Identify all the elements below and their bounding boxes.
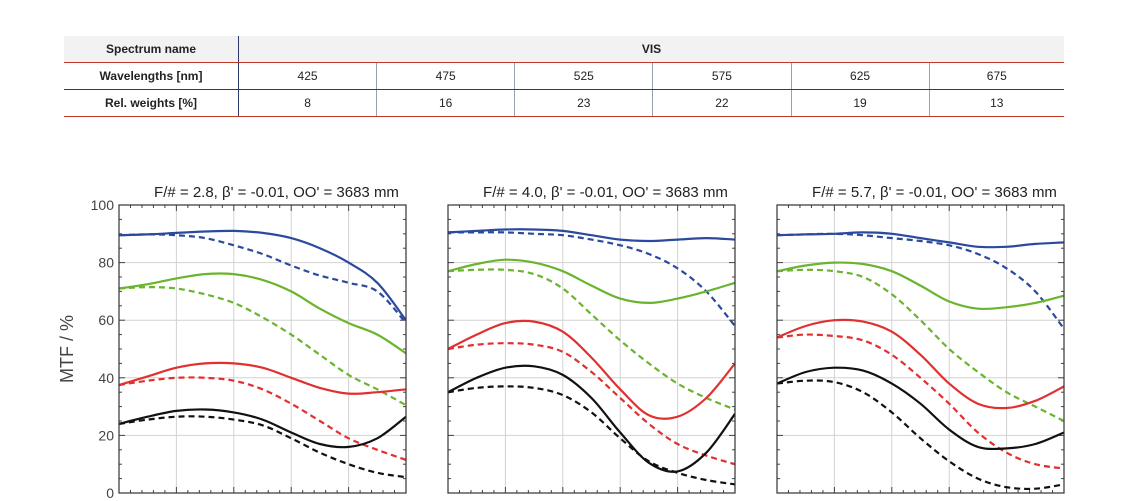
weights-label: Rel. weights [%] — [64, 89, 239, 117]
mtf-curve-blue-dashed — [119, 233, 406, 324]
wavelength-cell: 425 — [238, 62, 378, 90]
mtf-curve-blue-solid — [777, 231, 1064, 249]
wavelengths-label: Wavelengths [nm] — [64, 62, 239, 90]
wavelength-cell: 525 — [514, 62, 654, 90]
mtf-panel: F/# = 2.8, β' = -0.01, OO' = 3683 mm 0 20 4… — [57, 184, 407, 501]
series-group — [448, 228, 735, 486]
mtf-curve-red-solid — [777, 318, 1064, 410]
spectrum-name-label: Spectrum name — [64, 36, 239, 63]
weight-cell: 22 — [652, 89, 792, 117]
mtf-curve-black-dashed — [448, 385, 735, 486]
y-tick-label: 60 — [98, 312, 114, 328]
mtf-curve-green-dashed — [777, 268, 1064, 422]
mtf-curve-red-solid — [119, 361, 406, 395]
mtf-curve-green-dashed — [448, 268, 735, 411]
mtf-curve-green-dashed — [119, 285, 406, 407]
mtf-curve-red-dashed — [777, 333, 1064, 470]
wavelength-cell: 575 — [652, 62, 792, 90]
mtf-curve-blue-solid — [119, 229, 406, 321]
weight-cell: 16 — [376, 89, 516, 117]
table-row-weights: Rel. weights [%] 8 16 23 22 19 13 — [64, 89, 1064, 117]
mtf-curve-green-solid — [448, 258, 735, 305]
mtf-curve-red-dashed — [119, 376, 406, 461]
mtf-curve-blue-dashed — [448, 231, 735, 327]
weight-cell: 13 — [929, 89, 1064, 117]
mtf-curve-red-dashed — [448, 342, 735, 466]
mtf-curve-black-dashed — [777, 379, 1064, 491]
table-row-wavelengths: Wavelengths [nm] 425 475 525 575 625 675 — [64, 62, 1064, 90]
series-group — [777, 231, 1064, 491]
spectrum-name-value: VIS — [238, 36, 1064, 63]
chart-title: F/# = 2.8, β' = -0.01, OO' = 3683 mm — [154, 184, 399, 201]
mtf-curve-black-solid — [119, 408, 406, 449]
wavelength-cell: 625 — [791, 62, 930, 90]
weight-cell: 8 — [238, 89, 378, 117]
y-tick-label: 40 — [98, 370, 114, 386]
mtf-curve-red-solid — [448, 319, 735, 420]
y-tick-label: 20 — [98, 427, 114, 443]
table-row-spectrum: Spectrum name VIS — [64, 36, 1064, 63]
plot-frame — [776, 204, 1065, 494]
chart-title: F/# = 5.7, β' = -0.01, OO' = 3683 mm — [812, 184, 1057, 201]
mtf-curve-blue-dashed — [777, 232, 1064, 330]
spectrum-table: Spectrum name VIS Wavelengths [nm] 425 4… — [64, 36, 1064, 117]
weight-cell: 23 — [514, 89, 654, 117]
mtf-curve-black-solid — [777, 366, 1064, 451]
wavelength-cell: 475 — [376, 62, 516, 90]
series-group — [119, 229, 406, 479]
wavelength-cell: 675 — [929, 62, 1064, 90]
weight-cell: 19 — [791, 89, 930, 117]
y-tick-label: 100 — [91, 197, 115, 213]
plot-frame — [118, 204, 407, 494]
mtf-curve-blue-solid — [448, 228, 735, 243]
chart-title: F/# = 4.0, β' = -0.01, OO' = 3683 mm — [483, 184, 728, 201]
mtf-curve-black-dashed — [119, 415, 406, 479]
mtf-curve-black-solid — [448, 364, 735, 473]
y-tick-label: 80 — [98, 255, 114, 271]
mtf-panel: F/# = 4.0, β' = -0.01, OO' = 3683 mm — [447, 184, 736, 494]
mtf-curve-green-solid — [777, 261, 1064, 311]
y-tick-label: 0 — [106, 485, 114, 501]
mtf-curve-green-solid — [119, 272, 406, 355]
y-axis-label: MTF / % — [57, 315, 77, 383]
plot-frame — [447, 204, 736, 494]
mtf-panel: F/# = 5.7, β' = -0.01, OO' = 3683 mm — [776, 184, 1065, 494]
